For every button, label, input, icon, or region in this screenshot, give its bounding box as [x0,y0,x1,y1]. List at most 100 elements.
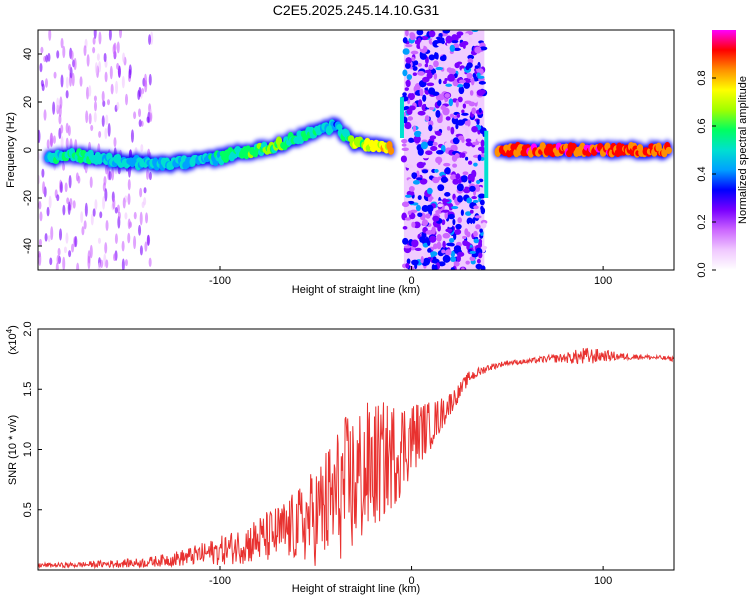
snr-x-ticks: -100 0 100 [209,566,612,587]
y-tick-label: 1.5 [22,382,34,397]
speckle-point [117,211,121,220]
noise-point [464,33,470,38]
noise-point [454,152,460,159]
speckle-point [76,262,80,270]
chart-title: C2E5.2025.245.14.10.G31 [273,2,440,18]
noise-point [429,235,437,243]
noise-point [428,106,435,111]
noise-point [456,255,461,262]
speckle-point [116,62,120,70]
noise-point [461,138,465,143]
y-tick-label: -20 [22,190,34,206]
noise-point [415,204,421,212]
noise-point [403,245,411,249]
noise-point [464,133,470,138]
speckle-point [81,226,85,236]
noise-point [461,112,469,116]
speckle-point [65,232,69,244]
speckle-point [105,114,109,126]
noise-point [412,180,420,185]
noise-point [464,156,469,161]
speckle-point [43,109,47,121]
noise-point [473,238,480,244]
noise-point [457,251,465,257]
noise-point [419,41,424,50]
noise-point [478,184,483,189]
speckle-point [63,246,67,254]
speckle-point [143,197,147,206]
noise-point [449,242,455,247]
speckle-point [68,250,72,258]
speckle-point [56,194,60,202]
speckle-point [93,30,97,39]
noise-point [405,30,409,37]
noise-point [412,66,418,71]
snr-panel: -100 0 100 0.5 1.0 1.5 2.0 Height of straight… [5,321,675,595]
colorbar-tick-label: 0.6 [696,118,708,133]
noise-point [402,263,407,269]
noise-point [420,133,425,137]
speckle-point [58,104,62,118]
speckle-point [48,30,52,41]
noise-point [411,172,418,179]
noise-point [478,193,486,199]
speckle-point [97,237,101,244]
noise-point [481,222,487,229]
noise-point [457,96,463,103]
colorbar-gradient [712,30,736,270]
speckle-point [60,124,64,134]
noise-point [479,199,485,206]
noise-point [440,105,447,111]
speckle-point [124,259,128,267]
noise-point [475,224,481,230]
noise-point [435,156,443,164]
noise-point [453,261,460,267]
speckle-point [79,76,83,87]
speckle-point [90,213,94,226]
noise-point [476,258,481,264]
noise-point [453,245,462,252]
noise-point [436,233,442,242]
speckle-point [46,206,50,217]
speckle-point [44,78,48,88]
speckle-point [66,197,70,205]
noise-point [420,141,428,150]
noise-point [472,217,476,224]
noise-point [444,93,451,98]
noise-point [408,185,415,192]
noise-point [441,209,450,213]
noise-point [440,191,445,200]
speckle-point [44,232,48,242]
noise-point [450,267,455,270]
noise-point [466,231,471,238]
noise-point [417,212,423,218]
noise-point [456,119,465,126]
noise-point [439,96,444,101]
speckle-point [109,65,113,80]
noise-point [439,55,447,62]
noise-point [417,110,426,116]
speckle-point [56,97,60,111]
speckle-point [68,174,72,189]
speckle-point [121,258,125,270]
noise-point [462,235,467,240]
noise-point [404,87,410,91]
speckle-point [64,182,68,193]
snr-y-scale-base: (x10 [7,333,19,354]
speckle-point [90,124,94,132]
noise-point [453,47,461,52]
noise-point [407,116,414,121]
noise-point [406,74,413,80]
noise-point [401,147,409,151]
noise-point [458,178,462,185]
noise-point [450,126,455,135]
noise-point [472,72,477,78]
noise-point [435,66,444,71]
speckle-point [83,45,87,57]
speckle-point [93,101,97,112]
noise-point [466,197,473,204]
noise-point [455,173,461,180]
noise-point [442,198,447,203]
speckle-point [139,211,143,226]
noise-point [402,37,408,44]
